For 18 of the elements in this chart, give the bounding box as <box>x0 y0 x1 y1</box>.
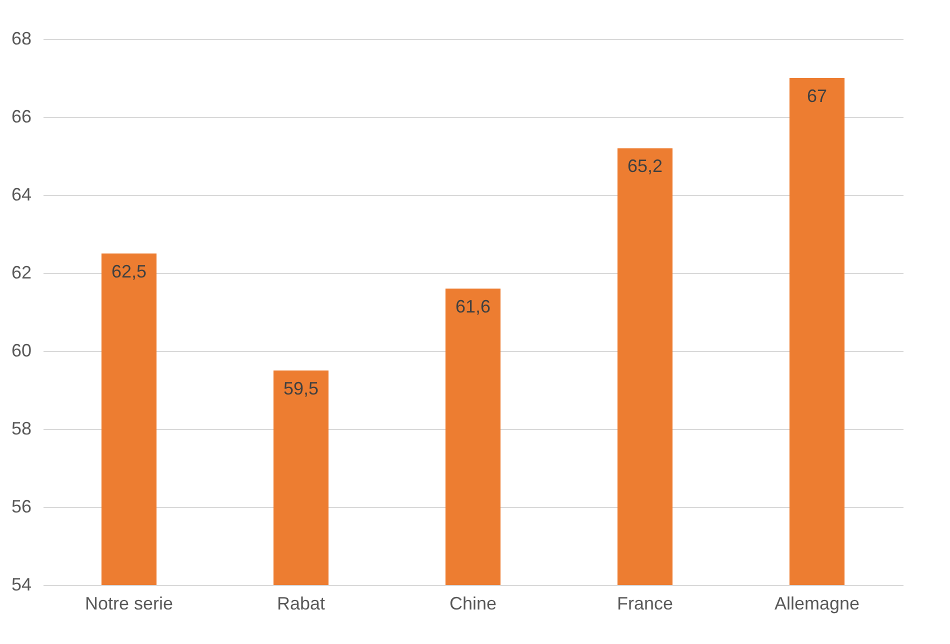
x-tick-label: Notre serie <box>84 594 174 614</box>
data-label: 65,2 <box>627 156 663 176</box>
x-tick-label: Allemagne <box>774 594 860 614</box>
y-tick-label: 66 <box>11 106 32 126</box>
data-label: 67 <box>806 86 828 106</box>
x-tick-label: Chine <box>449 594 497 614</box>
y-tick-label: 68 <box>11 28 32 48</box>
y-tick-label: 62 <box>11 262 32 282</box>
data-label: 61,6 <box>455 296 491 317</box>
x-tick-label: France <box>616 594 674 614</box>
y-tick-label: 60 <box>11 340 32 360</box>
data-label: 62,5 <box>111 262 147 282</box>
y-tick-label: 64 <box>11 184 32 204</box>
y-tick-label: 56 <box>11 496 32 516</box>
x-tick-label: Rabat <box>276 594 326 614</box>
data-label: 59,5 <box>283 378 319 398</box>
y-tick-label: 58 <box>11 418 32 438</box>
y-tick-label: 54 <box>11 574 32 594</box>
